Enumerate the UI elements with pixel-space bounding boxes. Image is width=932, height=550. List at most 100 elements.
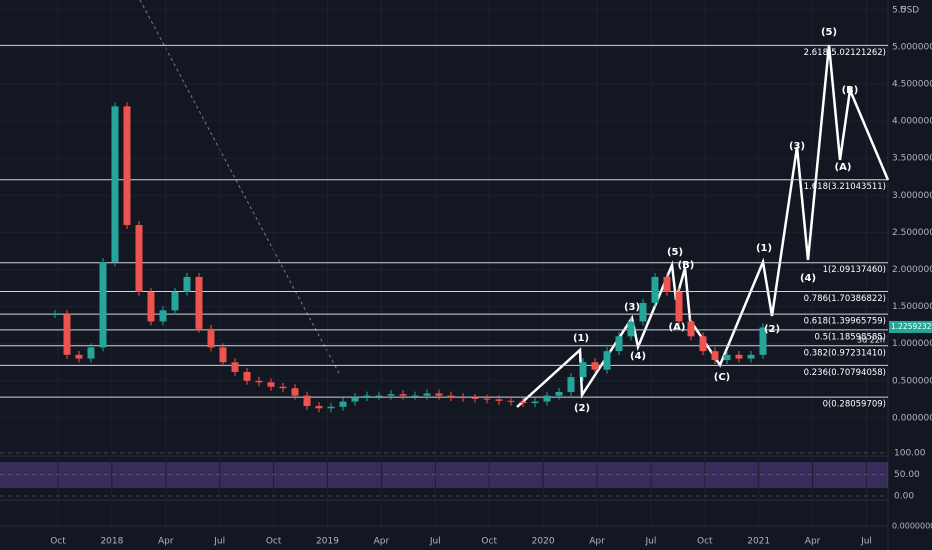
- x-tick-label: Oct: [50, 537, 66, 547]
- wave-label: (4): [800, 273, 816, 284]
- candle-body: [495, 399, 503, 401]
- candle-body: [435, 393, 443, 396]
- wave-label: (5): [667, 247, 683, 258]
- price-tag-label: 1.22592325: [891, 322, 932, 331]
- candle-body: [627, 321, 635, 337]
- fib-label: 2.618(5.02121262): [804, 48, 886, 58]
- candle-body: [243, 371, 251, 381]
- candle-body: [675, 291, 683, 322]
- candle-body: [291, 388, 299, 396]
- candle-body: [75, 354, 83, 359]
- wave-label: (3): [789, 141, 805, 152]
- candle-body: [327, 406, 335, 409]
- candle-body: [579, 362, 587, 378]
- candle-body: [699, 336, 707, 352]
- fib-label: 0(0.28059709): [823, 400, 886, 410]
- candle-body: [507, 400, 515, 402]
- candle-body: [147, 291, 155, 322]
- candle-body: [663, 276, 671, 292]
- fib-label: 0.5(1.18598585): [814, 332, 886, 342]
- y-tick-label: 2.50000000: [892, 228, 932, 238]
- y-tick-label: 4.50000000: [892, 80, 932, 90]
- candle-body: [531, 401, 539, 404]
- candle-body: [255, 380, 263, 383]
- candle-body: [603, 351, 611, 370]
- candle-body: [315, 406, 323, 409]
- rsi-tick-label: 0.00: [894, 492, 914, 502]
- x-tick-label: 2019: [316, 537, 339, 547]
- candle-body: [651, 276, 659, 303]
- candle-body: [63, 314, 71, 355]
- rsi-tick-label: 100.00: [894, 449, 926, 459]
- fib-label: 0.382(0.97231410): [804, 348, 886, 358]
- candle-body: [171, 291, 179, 311]
- x-tick-label: Jul: [644, 537, 656, 547]
- wave-label: (A): [835, 162, 852, 173]
- candle-body: [111, 106, 119, 263]
- candle-body: [543, 395, 551, 402]
- candle-body: [339, 401, 347, 407]
- wave-label: (B): [678, 260, 695, 271]
- wave-label: (4): [630, 351, 646, 362]
- y-tick-label: 3.50000000: [892, 154, 932, 164]
- candle-body: [123, 106, 131, 226]
- candle-body: [387, 394, 395, 396]
- volume-tick-label: 0.00000000: [892, 522, 932, 531]
- x-tick-label: Apr: [589, 537, 605, 547]
- candle-body: [99, 262, 107, 348]
- candle-body: [219, 347, 227, 363]
- y-tick-label: 4.00000000: [892, 117, 932, 127]
- candle-body: [87, 347, 95, 359]
- fib-label: 0.786(1.70386822): [804, 294, 886, 304]
- candle-body: [555, 391, 563, 396]
- fib-label: 1(2.09137460): [823, 265, 886, 275]
- candle-body: [711, 351, 719, 361]
- candle-body: [279, 386, 287, 389]
- rsi-tick-label: 50.00: [894, 470, 920, 480]
- fib-label: 0.618(1.39965759): [804, 317, 886, 327]
- y-tick-label: 1.50000000: [892, 302, 932, 312]
- wave-label: (5): [821, 27, 837, 38]
- candle-body: [747, 354, 755, 359]
- candle-body: [159, 310, 167, 322]
- wave-label: (C): [714, 372, 730, 383]
- x-tick-label: 2021: [747, 537, 770, 547]
- wave-label: (B): [842, 85, 859, 96]
- x-tick-label: Oct: [266, 537, 282, 547]
- wave-label: (1): [756, 243, 772, 254]
- candle-body: [423, 393, 431, 396]
- x-tick-label: 2018: [100, 537, 123, 547]
- countdown: 3d 22h: [857, 336, 885, 345]
- candle-body: [567, 377, 575, 392]
- wave-label: (2): [574, 403, 590, 414]
- candle-body: [399, 394, 407, 396]
- x-tick-label: Apr: [158, 537, 174, 547]
- candle-body: [471, 397, 479, 399]
- x-tick-label: 2020: [532, 537, 555, 547]
- candle-body: [195, 276, 203, 329]
- x-tick-label: Jul: [860, 537, 872, 547]
- candle-body: [639, 302, 647, 322]
- y-tick-label: 2.00000000: [892, 265, 932, 275]
- candle-body: [735, 354, 743, 359]
- x-tick-label: Oct: [697, 537, 713, 547]
- candle-body: [303, 395, 311, 407]
- candle-body: [375, 395, 383, 397]
- candle-body: [687, 321, 695, 337]
- candle-body: [759, 327, 767, 355]
- x-tick-label: Oct: [481, 537, 497, 547]
- candle-body: [483, 398, 491, 400]
- fib-label: 0.236(0.70794058): [804, 368, 886, 378]
- y-tick-label: 0.00000000: [892, 413, 932, 423]
- candle-body: [267, 382, 275, 387]
- candle-body: [447, 395, 455, 398]
- currency: USD: [900, 6, 919, 16]
- x-tick-label: Jul: [213, 537, 225, 547]
- y-tick-label: 5.5: [892, 5, 906, 15]
- candle-body: [351, 397, 359, 402]
- x-tick-label: Apr: [805, 537, 821, 547]
- x-tick-label: Apr: [374, 537, 390, 547]
- candle-body: [591, 362, 599, 370]
